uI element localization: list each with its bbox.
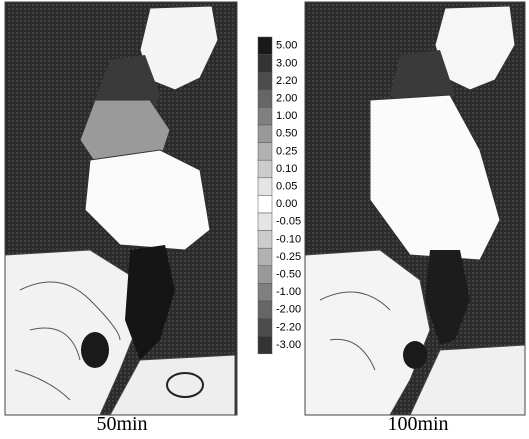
colorbar-swatch: [258, 125, 272, 143]
figure-canvas: 5.00 3.00 2.20 2.00 1.00 0.50 0.25 0.10 0.05 0.00…: [0, 0, 529, 439]
colorbar-swatch: [258, 231, 272, 249]
colorbar-swatch: [258, 178, 272, 196]
map-50min: [5, 2, 237, 415]
colorbar-swatch: [258, 319, 272, 337]
colorbar-label: -0.10: [276, 233, 301, 245]
colorbar: 5.00 3.00 2.20 2.00 1.00 0.50 0.25 0.10 0.05 0.00…: [258, 37, 301, 354]
colorbar-label: 2.20: [276, 75, 297, 87]
panel-caption: 50min: [96, 413, 147, 435]
panel-caption: 100min: [387, 413, 448, 435]
colorbar-label: -0.05: [276, 216, 301, 228]
colorbar-swatch: [258, 266, 272, 284]
colorbar-swatch: [258, 301, 272, 319]
colorbar-swatch: [258, 90, 272, 108]
colorbar-label: 5.00: [276, 40, 297, 52]
colorbar-label: -2.00: [276, 304, 301, 316]
colorbar-label: 0.00: [276, 198, 297, 210]
colorbar-label: 1.00: [276, 110, 297, 122]
colorbar-label: -1.00: [276, 286, 301, 298]
colorbar-label: 0.10: [276, 163, 297, 175]
colorbar-label: 0.50: [276, 128, 297, 140]
figure: 5.00 3.00 2.20 2.00 1.00 0.50 0.25 0.10 0.05 0.00…: [0, 0, 529, 439]
colorbar-swatch: [258, 248, 272, 266]
colorbar-label: -2.20: [276, 321, 301, 333]
colorbar-label: 2.00: [276, 93, 297, 105]
colorbar-swatch: [258, 37, 272, 55]
colorbar-label: 3.00: [276, 57, 297, 69]
colorbar-swatch: [258, 283, 272, 301]
colorbar-swatch: [258, 143, 272, 161]
colorbar-swatch: [258, 160, 272, 178]
colorbar-swatch: [258, 107, 272, 125]
colorbar-label: 0.05: [276, 181, 297, 193]
colorbar-label: -3.00: [276, 339, 301, 351]
colorbar-swatch: [258, 55, 272, 73]
colorbar-label: -0.25: [276, 251, 301, 263]
colorbar-swatch: [258, 195, 272, 213]
colorbar-swatch: [258, 336, 272, 354]
colorbar-swatch: [258, 213, 272, 231]
colorbar-label: 0.25: [276, 145, 297, 157]
colorbar-swatch: [258, 72, 272, 90]
colorbar-label: -0.50: [276, 269, 301, 281]
map-100min: [305, 2, 525, 415]
